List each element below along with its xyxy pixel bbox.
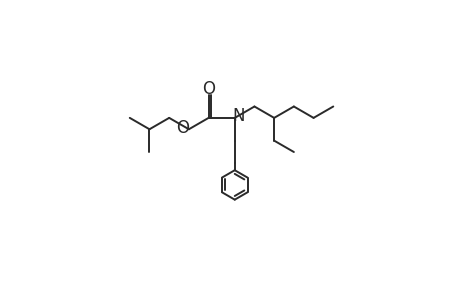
Text: O: O — [176, 119, 189, 137]
Text: O: O — [202, 80, 215, 98]
Text: N: N — [232, 107, 244, 125]
